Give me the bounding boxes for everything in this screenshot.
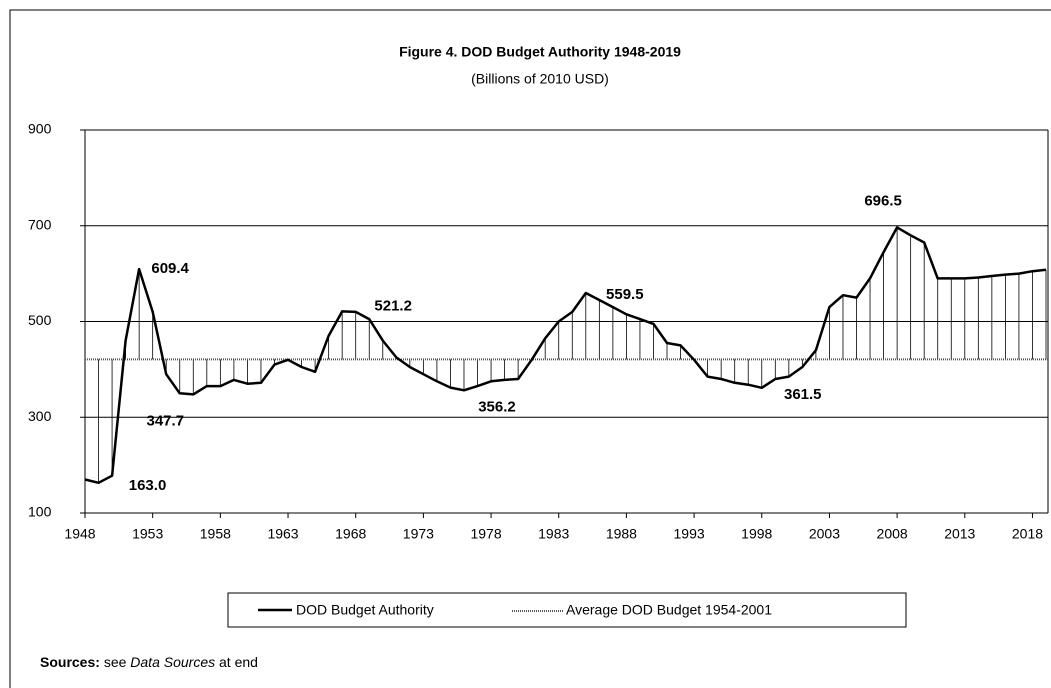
y-tick-label: 500 [28, 312, 52, 328]
y-tick-label: 900 [28, 121, 52, 137]
x-tick-label: 1953 [132, 526, 163, 542]
y-tick-label: 100 [28, 504, 52, 520]
annotation: 609.4 [151, 260, 189, 277]
x-tick-label: 1978 [470, 526, 501, 542]
x-tick-label: 1973 [403, 526, 434, 542]
x-tick-label: 1988 [606, 526, 637, 542]
x-tick-label: 1998 [741, 526, 772, 542]
source-label: Sources: [40, 654, 100, 670]
legend-label: Average DOD Budget 1954-2001 [566, 602, 772, 618]
frame [9, 9, 1051, 688]
x-tick-label: 2003 [809, 526, 840, 542]
annotation: 347.7 [147, 412, 185, 429]
source-note: Sources: see Data Sources at end [40, 654, 258, 670]
source-text: at end [219, 654, 258, 670]
annotation: 163.0 [129, 477, 167, 494]
legend-label: DOD Budget Authority [296, 602, 434, 618]
x-tick-label: 2018 [1012, 526, 1043, 542]
annotation: 361.5 [784, 386, 822, 403]
x-tick-label: 2013 [944, 526, 975, 542]
chart-title: Figure 4. DOD Budget Authority 1948-2019 [399, 44, 681, 60]
series-line [84, 226, 1047, 485]
x-tick-label: 1948 [64, 526, 95, 542]
chart-subtitle: (Billions of 2010 USD) [471, 71, 609, 87]
legend-box [227, 592, 907, 628]
source-text: see [104, 654, 127, 670]
annotation: 559.5 [606, 286, 644, 303]
x-tick-label: 1963 [267, 526, 298, 542]
annotation: 521.2 [374, 297, 412, 314]
annotation: 356.2 [478, 398, 516, 415]
y-tick-label: 700 [28, 216, 52, 232]
x-tick-label: 1968 [335, 526, 366, 542]
y-tick-label: 300 [28, 408, 52, 424]
x-tick-label: 2008 [877, 526, 908, 542]
x-tick-label: 1993 [674, 526, 705, 542]
x-tick-label: 1958 [200, 526, 231, 542]
annotation: 696.5 [864, 192, 902, 209]
x-tick-label: 1983 [538, 526, 569, 542]
source-italic: Data Sources [130, 654, 215, 670]
